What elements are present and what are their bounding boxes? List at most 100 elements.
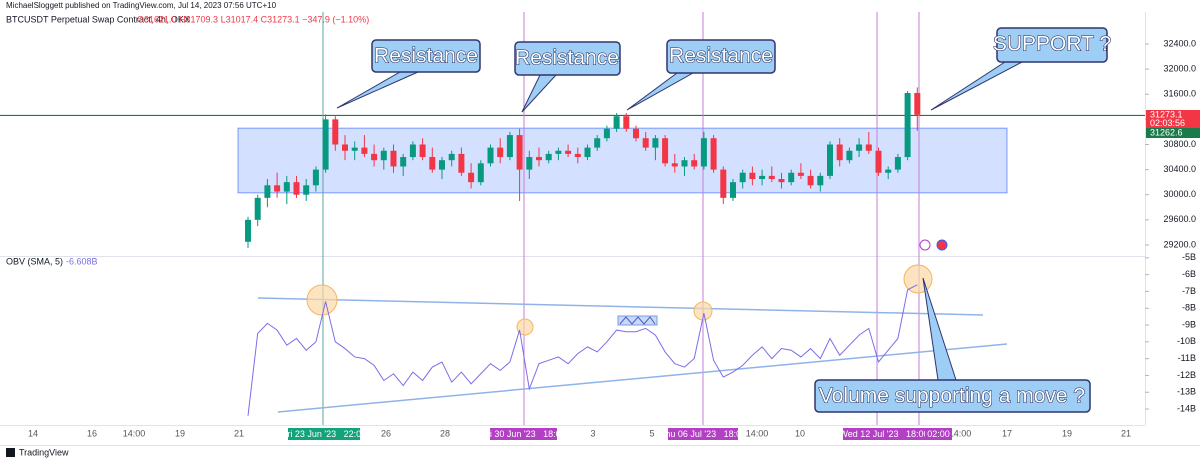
- candle-body: [274, 185, 281, 192]
- publisher: MichaelSloggett published on TradingView…: [6, 1, 277, 10]
- x-tick-label: 14:00: [949, 428, 972, 438]
- candle-body: [681, 160, 688, 167]
- x-tick-label: 14: [28, 428, 38, 438]
- price-tag-value: 31262.6: [1150, 127, 1183, 137]
- candle-body: [574, 153, 581, 158]
- y-tick-label: 30800.0: [1163, 139, 1196, 149]
- candle-body: [778, 179, 785, 183]
- zigzag: [619, 316, 656, 325]
- y-tick-label: 31600.0: [1163, 89, 1196, 99]
- callout: [996, 27, 1108, 63]
- time-marker: [490, 428, 557, 440]
- candle-body: [536, 157, 542, 161]
- candle-body: [797, 172, 804, 176]
- candle-body: [555, 150, 562, 154]
- candle-body: [351, 147, 358, 151]
- candle-body: [710, 138, 717, 170]
- callout: [371, 39, 481, 73]
- time-marker: [668, 428, 738, 440]
- candle-body: [594, 138, 601, 148]
- time-marker-label: Fri 23 Jun '23 22:00: [282, 429, 366, 439]
- candle-body: [584, 147, 591, 158]
- candle-body: [623, 116, 630, 129]
- candle-body: [894, 157, 901, 170]
- x-tick-label: 3: [590, 428, 595, 438]
- obv-line: [247, 284, 918, 416]
- time-marker: [925, 428, 952, 440]
- callout: [666, 39, 776, 74]
- candle-body: [846, 150, 853, 161]
- y-tick-label: -10B: [1177, 336, 1196, 346]
- obv-legend-value: -6.608B: [66, 256, 98, 266]
- x-tick-label: 21: [1121, 428, 1131, 438]
- candle-body: [468, 172, 475, 183]
- trendline: [257, 297, 984, 316]
- candle-body: [856, 144, 863, 151]
- candle-body: [332, 119, 339, 145]
- price-tag-countdown: 02:03:56: [1150, 118, 1185, 128]
- candle-body: [788, 172, 795, 183]
- symbol: BTCUSDT Perpetual Swap Contract, 4h, OKX: [6, 14, 190, 24]
- x-tick-label: 16: [87, 428, 97, 438]
- y-tick-label: -14B: [1177, 403, 1196, 413]
- y-tick-label: 29200.0: [1163, 239, 1196, 249]
- time-marker-label: Thu 06 Jul '23 18:00: [660, 429, 746, 439]
- price-tag-value: 31273.1: [1150, 109, 1183, 119]
- candle-body: [613, 116, 620, 129]
- candle-body: [865, 144, 872, 151]
- candle-body: [642, 138, 649, 148]
- candle-body: [303, 185, 310, 195]
- time-marker: [843, 428, 925, 440]
- candle-body: [419, 144, 426, 158]
- candle-body: [390, 150, 397, 167]
- candle-body: [827, 144, 833, 176]
- candle-body: [700, 138, 707, 167]
- y-tick-label: -11B: [1178, 353, 1196, 363]
- candle-body: [293, 182, 300, 195]
- y-tick-label: -6B: [1182, 269, 1196, 279]
- candle-body: [448, 153, 455, 161]
- price-tag: [1146, 110, 1200, 128]
- y-tick-label: 32400.0: [1163, 38, 1196, 48]
- candle-body: [458, 153, 465, 173]
- candle-body: [400, 157, 407, 167]
- event-icon[interactable]: [936, 239, 948, 251]
- logo: [6, 448, 15, 457]
- candle-body: [477, 163, 484, 183]
- callout-text: SUPPORT ?: [993, 33, 1111, 56]
- event-icon[interactable]: [919, 239, 931, 251]
- candle-body: [691, 160, 698, 167]
- highlight-circle: [693, 301, 713, 321]
- highlight-box: [617, 315, 658, 326]
- x-tick-label: 14:00: [746, 428, 769, 438]
- candle-body: [836, 144, 843, 161]
- candle-body: [371, 153, 378, 161]
- time-marker-label: Fri 30 Jun '23 18:00: [481, 429, 565, 439]
- time-marker-label: Wed 12 Jul '23 18:00: [839, 429, 928, 439]
- candle-body: [662, 138, 669, 164]
- candle-body: [545, 153, 552, 161]
- highlight-circle: [306, 284, 338, 316]
- candle-body: [904, 93, 911, 158]
- candle-body: [487, 147, 494, 164]
- time-marker: [288, 428, 360, 440]
- range-zone: [237, 127, 1008, 194]
- footer: TradingView: [19, 447, 69, 457]
- candle-body: [429, 157, 436, 170]
- y-tick-label: -5B: [1182, 252, 1196, 262]
- candle-body: [342, 144, 348, 151]
- x-tick-label: 28: [440, 428, 450, 438]
- y-tick-label: -7B: [1182, 286, 1196, 296]
- x-tick-label: 19: [1062, 428, 1072, 438]
- obv-legend: OBV (SMA, 5): [6, 256, 63, 266]
- y-tick-label: -9B: [1182, 319, 1196, 329]
- callout-text: Resistance: [374, 45, 478, 68]
- x-tick-label: 5: [649, 428, 654, 438]
- x-tick-label: 26: [381, 428, 391, 438]
- candles: [245, 87, 921, 249]
- candle-body: [283, 182, 290, 192]
- candle-body: [720, 169, 727, 198]
- candle-body: [633, 128, 639, 139]
- x-tick-label: 17: [1002, 428, 1012, 438]
